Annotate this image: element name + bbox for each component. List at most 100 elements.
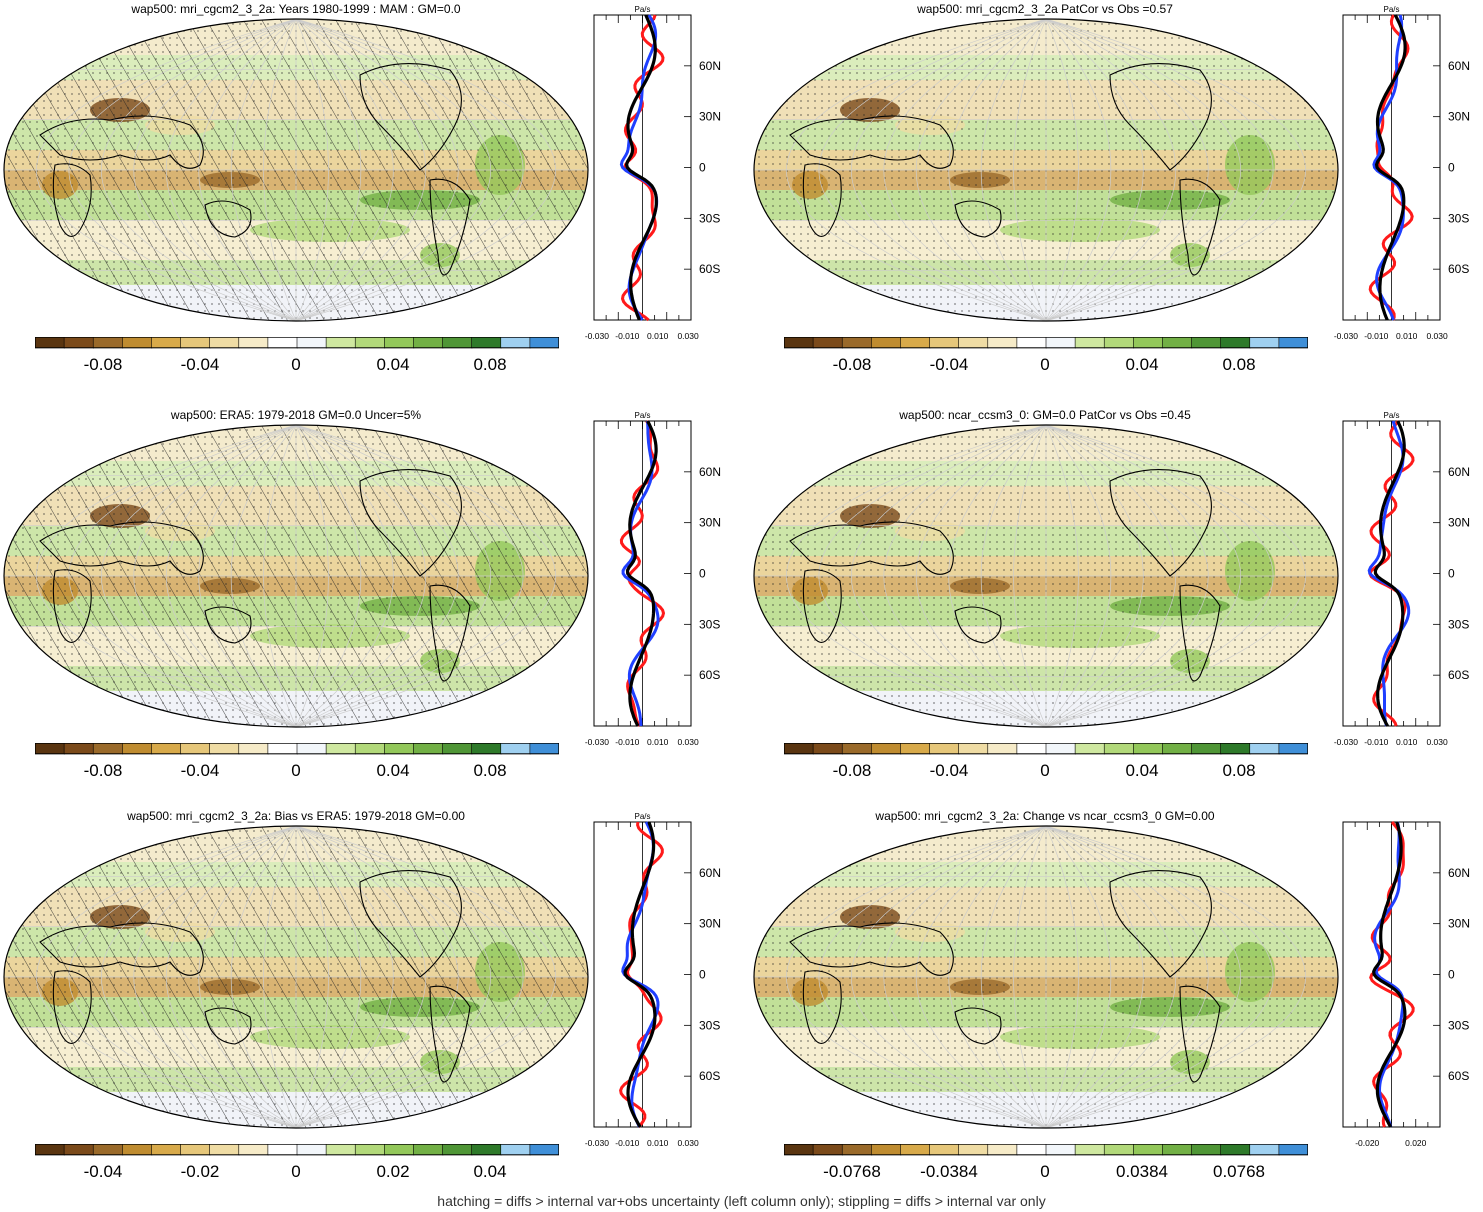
coastline — [429, 178, 471, 276]
colorbar-swatch — [958, 1144, 989, 1156]
longitude-gridline — [295, 19, 459, 321]
longitude-gridline — [883, 19, 1047, 321]
colorbar-swatch — [1045, 1144, 1076, 1156]
colorbar-swatch — [63, 1144, 95, 1156]
colorbar-swatch — [267, 743, 298, 755]
x-axis-label: -0.030 — [585, 737, 609, 747]
colorbar — [784, 1144, 1308, 1156]
longitude-gridline — [230, 19, 297, 321]
colorbar-swatch — [413, 743, 444, 755]
longitude-gridline — [1045, 425, 1079, 727]
longitude-gridline — [295, 19, 492, 321]
colorbar-swatch — [92, 1144, 124, 1156]
colorbar-swatch — [812, 743, 844, 755]
colorbar-swatch — [929, 743, 960, 755]
colorbar-swatch — [354, 743, 386, 755]
coastline — [954, 606, 1002, 644]
latitude-label: 0 — [1448, 161, 1455, 175]
longitude-gridline — [198, 19, 297, 321]
latitude-label: 0 — [1448, 567, 1455, 581]
colorbar-label: 0 — [291, 761, 301, 780]
colorbar-swatch — [354, 337, 386, 349]
coastline — [52, 970, 92, 1044]
longitude-gridline — [1045, 19, 1112, 321]
colorbar-label: 0.0768 — [1213, 1162, 1265, 1181]
colorbar-label: -0.04 — [180, 355, 220, 374]
colorbar-swatch — [471, 743, 502, 755]
longitude-gridline — [295, 826, 426, 1128]
longitude-gridline — [295, 826, 524, 1128]
longitude-gridline — [1045, 425, 1112, 727]
black-series-line — [625, 420, 658, 727]
coastline — [1179, 584, 1221, 682]
longitude-gridline — [916, 19, 1047, 321]
longitude-gridline — [1013, 826, 1047, 1128]
latitude-label: 30S — [699, 617, 720, 631]
colorbar-label: -0.04 — [929, 761, 969, 780]
colorbar-swatch — [180, 1144, 211, 1156]
unit-label: Pa/s — [634, 411, 650, 420]
colorbar-swatch — [987, 337, 1018, 349]
longitude-gridline — [1045, 826, 1176, 1128]
colorbar-label: 0 — [1040, 761, 1050, 780]
latitude-label: 60N — [699, 59, 721, 73]
colorbar-swatch — [1191, 1144, 1222, 1156]
zonal-mean-plot: 60N 30N 0 30S 60S -0.020 0.020 — [1342, 821, 1470, 1148]
x-axis-label: 0.010 — [647, 331, 669, 341]
map-plot — [3, 825, 589, 1129]
colorbar-swatch — [812, 337, 844, 349]
colorbar-label: 0 — [1040, 355, 1050, 374]
longitude-gridline — [295, 19, 362, 321]
colorbar-label: -0.02 — [180, 1162, 220, 1181]
map-border — [753, 825, 1339, 1129]
colorbar-swatch — [529, 1144, 559, 1156]
longitude-gridline — [263, 826, 297, 1128]
x-axis-label: -0.030 — [1334, 331, 1358, 341]
red-series-line — [620, 14, 665, 322]
longitude-gridline — [295, 19, 426, 321]
colorbar-swatch — [209, 337, 240, 349]
colorbar-swatch — [1249, 1144, 1280, 1156]
panel-title: wap500: ERA5: 1979-2018 GM=0.0 Uncer=5% — [170, 408, 422, 422]
longitude-gridline — [818, 425, 1047, 727]
colorbar-swatch — [871, 337, 902, 349]
red-series-line — [1368, 14, 1414, 321]
longitude-gridline — [263, 425, 297, 727]
colorbar-swatch — [384, 337, 415, 349]
longitude-gridline — [295, 826, 394, 1128]
colorbar-label: -0.08 — [83, 761, 123, 780]
panel-title: wap500: mri_cgcm2_3_2a: Bias vs ERA5: 19… — [127, 809, 465, 823]
colorbar-swatch — [1191, 337, 1222, 349]
blue-series-line — [1372, 14, 1405, 321]
longitude-gridline — [166, 19, 297, 321]
longitude-gridline — [1013, 425, 1047, 727]
colorbar-swatch — [784, 743, 814, 755]
colorbar-swatch — [1278, 743, 1308, 755]
colorbar-swatch — [958, 337, 989, 349]
x-axis-label: -0.010 — [615, 331, 639, 341]
longitude-gridline — [850, 425, 1047, 727]
colorbar-label: 0.0384 — [1116, 1162, 1168, 1181]
longitude-gridline — [916, 826, 1047, 1128]
x-axis-label: -0.020 — [1355, 1138, 1379, 1148]
colorbar-swatch — [413, 1144, 444, 1156]
latitude-label: 30N — [699, 516, 721, 530]
colorbar-swatch — [35, 743, 65, 755]
colorbar-swatch — [151, 743, 182, 755]
colorbar-label: 0.04 — [1125, 761, 1159, 780]
longitude-gridline — [68, 826, 297, 1128]
colorbar-swatch — [812, 1144, 844, 1156]
x-axis-label: 0.020 — [1405, 1138, 1427, 1148]
latitude-label: 30N — [1448, 110, 1470, 124]
x-axis-label: 0.010 — [647, 1138, 669, 1148]
longitude-gridline — [786, 826, 1047, 1128]
coastline — [802, 163, 842, 237]
latitude-label: 60N — [699, 465, 721, 479]
longitude-gridline — [133, 19, 297, 321]
coastline — [802, 569, 842, 643]
coastline — [39, 521, 204, 575]
x-axis-label: 0.030 — [1426, 737, 1448, 747]
latitude-label: 30N — [1448, 917, 1470, 931]
colorbar-swatch — [500, 1144, 531, 1156]
latitude-label: 60S — [1448, 262, 1469, 276]
